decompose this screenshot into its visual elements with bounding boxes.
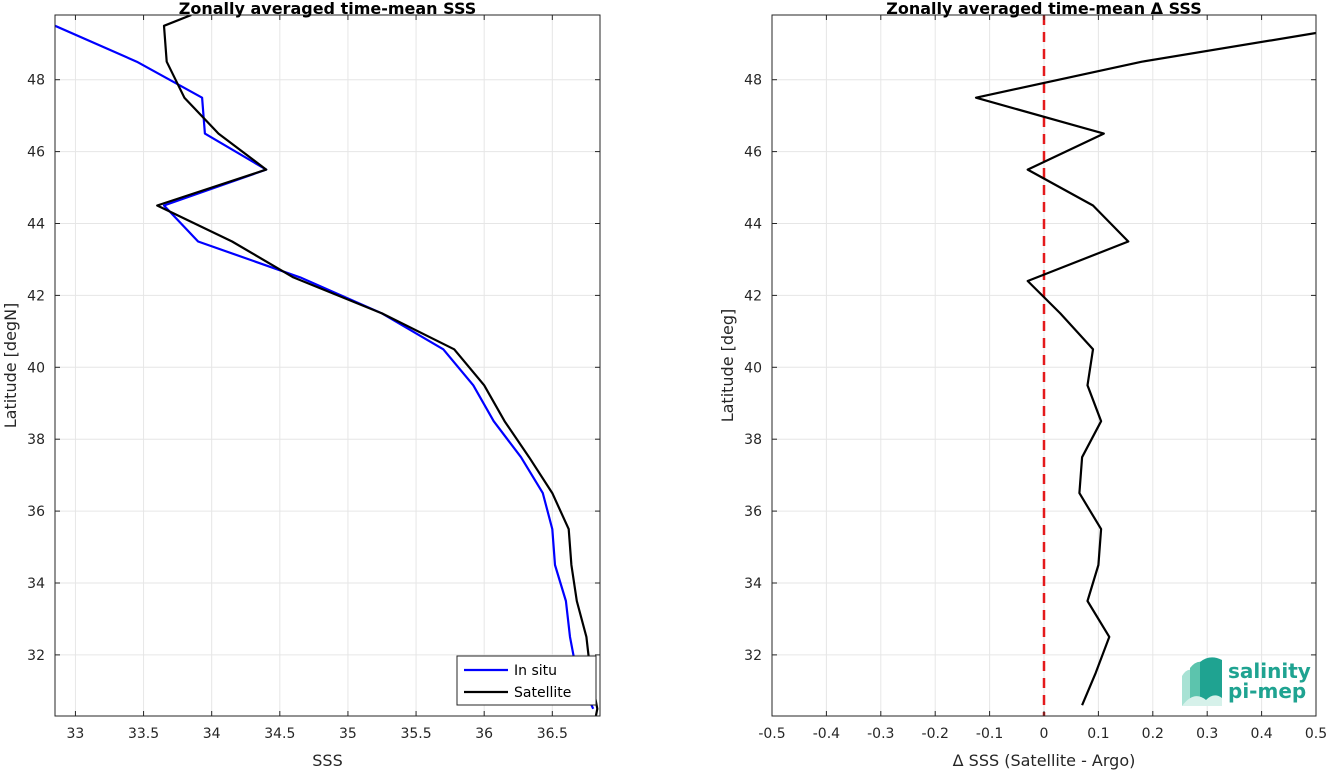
y-axis-label: Latitude [degN]	[1, 303, 20, 429]
y-tick-label: 42	[27, 288, 45, 304]
legend-label: Satellite	[514, 685, 571, 701]
chart-title: Zonally averaged time-mean SSS	[179, 0, 477, 18]
x-tick-label: -0.2	[922, 726, 949, 742]
logo-line2: pi-mep	[1228, 679, 1306, 703]
y-tick-label: 32	[27, 648, 45, 664]
series-line-delta-sss	[974, 31, 1316, 706]
x-tick-label: 33	[67, 726, 85, 742]
y-tick-label: 34	[744, 576, 762, 592]
y-tick-label: 48	[744, 73, 762, 89]
y-tick-label: 44	[27, 217, 45, 233]
logo-wave-icon	[1182, 657, 1222, 706]
sss-panel: 33 33.5 34 34.5 35 35.5 36 36.5 32 34 36 38 40 42 44 46…	[1, 0, 601, 770]
y-tick-label: 46	[27, 145, 45, 161]
x-tick-label: -0.4	[813, 726, 840, 742]
y-tick-label: 32	[744, 648, 762, 664]
chart-title: Zonally averaged time-mean Δ SSS	[886, 0, 1202, 18]
y-tick-label: 42	[744, 288, 762, 304]
legend: In situ Satellite	[456, 655, 597, 706]
y-tick-label: 40	[27, 360, 45, 376]
y-tick-label: 46	[744, 145, 762, 161]
x-tick-label: -0.3	[867, 726, 894, 742]
x-tick-label: 34	[203, 726, 221, 742]
x-tick-label: 33.5	[128, 726, 159, 742]
y-tick-label: 34	[27, 576, 45, 592]
y-tick-label: 40	[744, 360, 762, 376]
y-axis-label: Latitude [deg]	[718, 309, 737, 423]
x-tick-label: 0.2	[1142, 726, 1164, 742]
y-tick-label: 48	[27, 73, 45, 89]
x-axis-label: SSS	[312, 751, 342, 770]
x-tick-label: -0.1	[976, 726, 1003, 742]
grid	[55, 15, 600, 716]
x-tick-label: 36	[475, 726, 493, 742]
x-tick-label: 35.5	[400, 726, 431, 742]
legend-label: In situ	[514, 663, 557, 679]
legend-box	[456, 655, 597, 706]
x-tick-label: -0.5	[758, 726, 785, 742]
y-tick-label: 38	[27, 432, 45, 448]
logo-line1: salinity	[1228, 659, 1311, 683]
y-tick-label: 36	[27, 504, 45, 520]
x-tick-label: 34.5	[264, 726, 295, 742]
x-tick-label: 0.5	[1305, 726, 1327, 742]
series-line-in-situ	[55, 24, 595, 710]
salinity-pimep-logo: salinity pi-mep	[1182, 657, 1311, 706]
x-tick-label: 0.4	[1250, 726, 1272, 742]
x-tick-label: 35	[339, 726, 357, 742]
x-tick-label: 0	[1040, 726, 1049, 742]
delta-sss-panel: -0.5 -0.4 -0.3 -0.2 -0.1 0 0.1 0.2 0.3 0.4 0.5 32 34…	[718, 0, 1327, 770]
y-tick-label: 44	[744, 217, 762, 233]
y-tick-label: 36	[744, 504, 762, 520]
y-tick-label: 38	[744, 432, 762, 448]
x-axis-label: Δ SSS (Satellite - Argo)	[953, 751, 1136, 770]
x-tick-label: 0.3	[1196, 726, 1218, 742]
series-line-satellite	[156, 15, 599, 716]
x-tick-label: 0.1	[1087, 726, 1109, 742]
x-tick-label: 36.5	[537, 726, 568, 742]
axes-box	[54, 14, 601, 717]
